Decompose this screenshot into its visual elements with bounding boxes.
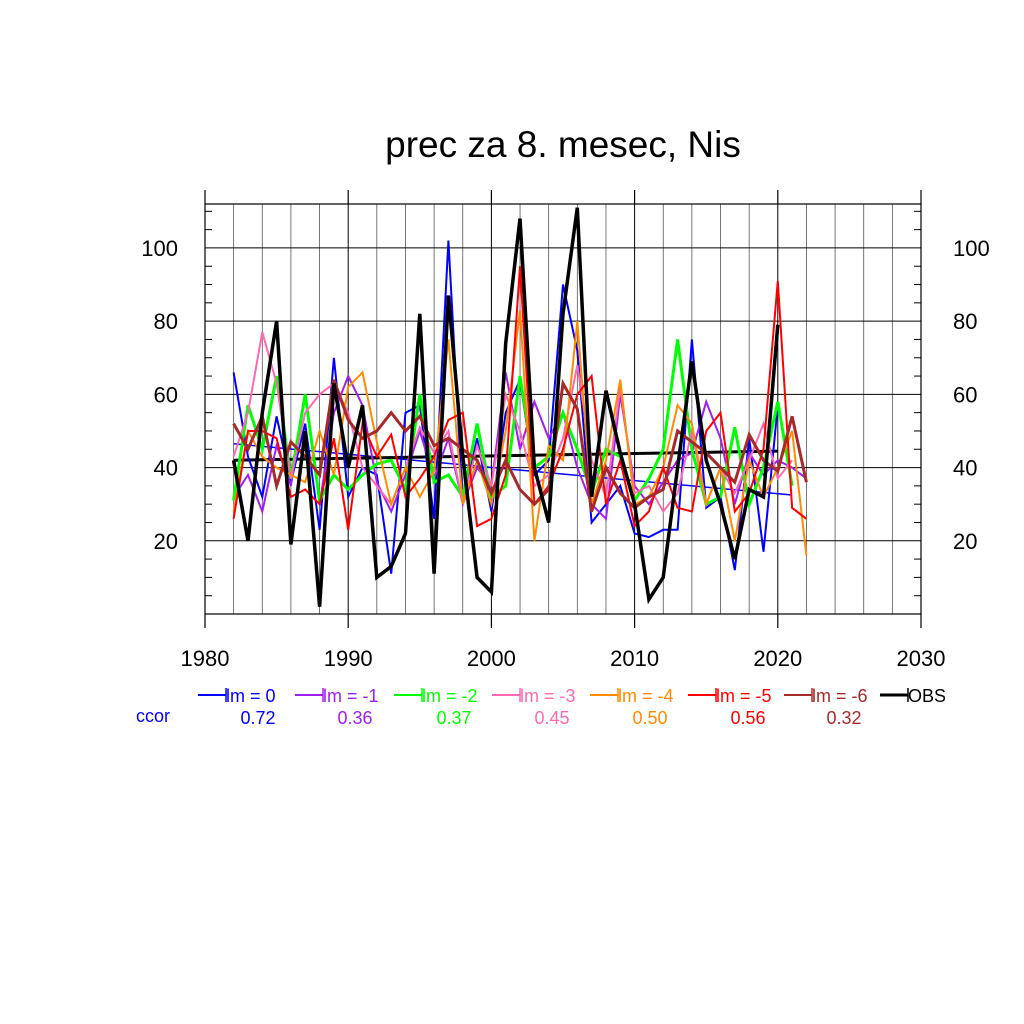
legend-label: lm = -1: [323, 686, 379, 706]
ccor-value: 0.37: [436, 708, 471, 728]
legend: ccor lm = 00.72 lm = -10.36 lm = -20.37 lm =…: [136, 686, 946, 728]
legend-label: lm = -6: [812, 686, 868, 706]
y-tick-label-left: 100: [141, 236, 178, 261]
legend-label: lm = -2: [422, 686, 478, 706]
legend-label: lm = -5: [716, 686, 772, 706]
ccor-value: 0.36: [337, 708, 372, 728]
plot-frame: [204, 203, 922, 615]
y-tick-label-right: 100: [953, 236, 990, 261]
series-line: [231, 207, 780, 607]
x-tick-label: 2010: [610, 646, 659, 671]
series-line: [232, 378, 808, 512]
y-tick-label-left: 20: [154, 529, 178, 554]
y-tick-label-right: 60: [953, 382, 977, 407]
y-tick-label-left: 80: [154, 309, 178, 334]
axis-ticks: [204, 190, 922, 628]
ccor-value: 0.50: [632, 708, 667, 728]
ccor-value: 0.45: [534, 708, 569, 728]
ccor-value: 0.56: [730, 708, 765, 728]
x-tick-label: 2030: [897, 646, 946, 671]
y-tick-label-right: 80: [953, 309, 977, 334]
legend-label: OBS: [908, 686, 946, 706]
x-tick-label: 1980: [181, 646, 230, 671]
y-tick-label-right: 40: [953, 456, 977, 481]
chart-title: prec za 8. mesec, Nis: [385, 124, 741, 165]
ccor-label: ccor: [136, 706, 170, 726]
series-line: [232, 240, 779, 574]
ccor-value: 0.72: [240, 708, 275, 728]
legend-label: lm = -3: [520, 686, 576, 706]
plot-border: [204, 203, 922, 615]
legend-label: lm = -4: [618, 686, 674, 706]
x-tick-label: 2020: [753, 646, 802, 671]
legend-label: lm = 0: [226, 686, 276, 706]
y-tick-label-left: 40: [154, 456, 178, 481]
series-lines: [231, 207, 808, 607]
x-tick-label: 2000: [467, 646, 516, 671]
ccor-value: 0.32: [826, 708, 861, 728]
y-tick-label-right: 20: [953, 529, 977, 554]
y-tick-label-left: 60: [154, 382, 178, 407]
x-tick-label: 1990: [324, 646, 373, 671]
